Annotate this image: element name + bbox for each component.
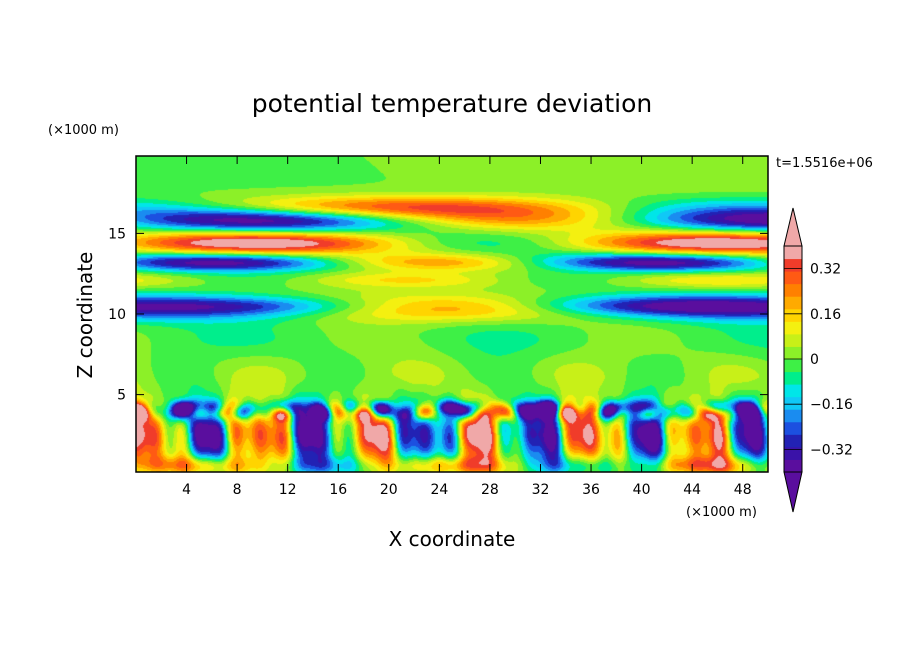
x-tick-label: 36 xyxy=(582,482,600,498)
colorbar-tick-label: 0.16 xyxy=(810,307,841,323)
contour-field-image xyxy=(136,156,768,472)
colorbar-swatch xyxy=(784,396,802,410)
colorbar-swatch xyxy=(784,246,802,260)
x-tick-label: 4 xyxy=(182,482,191,498)
x-tick-label: 28 xyxy=(481,482,499,498)
x-tick-label: 12 xyxy=(279,482,297,498)
x-tick-label: 8 xyxy=(233,482,242,498)
colorbar-swatch xyxy=(784,283,802,297)
colorbar-tick-label: −0.16 xyxy=(810,397,853,413)
colorbar-swatch xyxy=(784,296,802,310)
y-unit-label: (×1000 m) xyxy=(48,123,119,138)
colorbar-swatch xyxy=(784,384,802,398)
colorbar-over-triangle xyxy=(783,207,803,247)
colorbar-swatch xyxy=(784,421,802,435)
colorbar-swatch xyxy=(784,409,802,423)
chart-title: potential temperature deviation xyxy=(252,89,652,118)
colorbar-under-triangle xyxy=(783,471,803,513)
y-tick-label: 10 xyxy=(108,307,126,323)
colorbar-tick-label: 0 xyxy=(810,352,819,368)
colorbar-swatch xyxy=(784,308,802,322)
x-axis-label: X coordinate xyxy=(389,527,516,551)
x-unit-label: (×1000 m) xyxy=(686,505,757,520)
colorbar-swatch xyxy=(784,371,802,385)
y-axis-label: Z coordinate xyxy=(73,252,97,379)
x-tick-label: 24 xyxy=(430,482,448,498)
time-label: t=1.5516e+06 xyxy=(776,156,873,171)
x-tick-label: 44 xyxy=(683,482,701,498)
colorbar-tick-label: 0.32 xyxy=(810,262,841,278)
y-axis-ticks: 5 10 15 xyxy=(108,226,768,404)
y-tick-label: 5 xyxy=(117,388,126,404)
colorbar-swatch xyxy=(784,271,802,285)
y-tick-label: 15 xyxy=(108,226,126,242)
colorbar-swatch xyxy=(784,359,802,373)
colorbar-swatch xyxy=(784,333,802,347)
colorbar-swatch xyxy=(784,446,802,460)
x-tick-label: 32 xyxy=(532,482,550,498)
x-tick-label: 40 xyxy=(633,482,651,498)
colorbar-swatch xyxy=(784,321,802,335)
x-tick-label: 16 xyxy=(329,482,347,498)
x-axis-ticks: 4 8 12 16 20 24 28 32 36 40 44 48 xyxy=(182,156,752,498)
colorbar-swatch xyxy=(784,258,802,272)
x-tick-label: 48 xyxy=(734,482,752,498)
contour-field-area xyxy=(136,156,768,472)
x-tick-label: 20 xyxy=(380,482,398,498)
colorbar-tick-label: −0.32 xyxy=(810,442,853,458)
colorbar-swatch xyxy=(784,434,802,448)
colorbar: −0.32 −0.16 0 0.16 0.32 xyxy=(783,207,853,513)
colorbar-swatch xyxy=(784,459,802,473)
colorbar-swatch xyxy=(784,346,802,360)
